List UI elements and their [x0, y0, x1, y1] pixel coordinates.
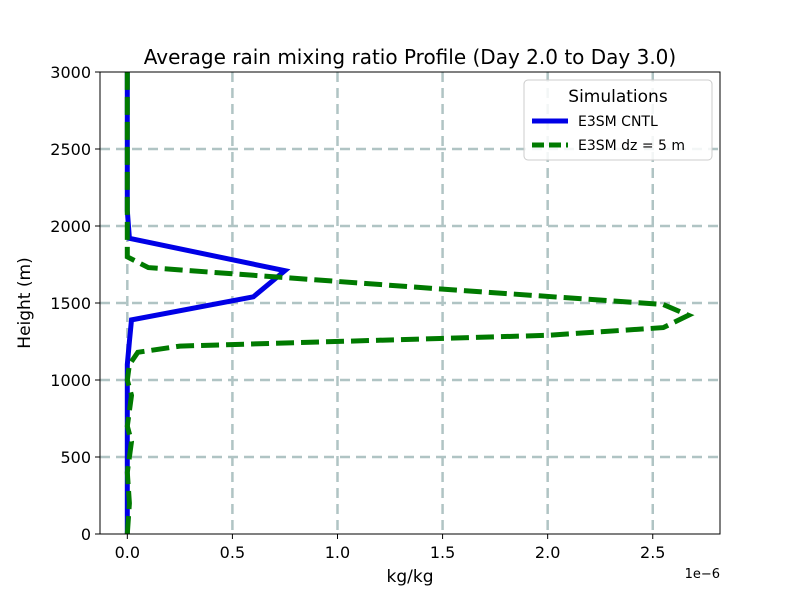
chart-title: Average rain mixing ratio Profile (Day 2… [144, 45, 676, 69]
x-tick-label: 0.0 [115, 543, 140, 562]
y-tick-label: 1500 [50, 294, 91, 313]
y-tick-label: 3000 [50, 63, 91, 82]
legend-box [523, 79, 713, 161]
legend-label-e3sm-dz5: E3SM dz = 5 m [578, 138, 685, 154]
x-tick-label: 1.5 [430, 543, 455, 562]
y-tick-label: 1000 [50, 371, 91, 390]
axis-ticks: 0.0 0.5 1.0 1.5 2.0 2.5 0 500 1000 1500 2000 2500 30… [50, 63, 665, 562]
series-line-e3sm-dz5 [124, 72, 695, 535]
series-lines [124, 72, 695, 535]
x-axis-offset-label: 1e−6 [685, 567, 720, 582]
y-tick-label: 2500 [50, 140, 91, 159]
y-axis-label: Height (m) [15, 257, 35, 348]
legend: Simulations E3SM CNTL E3SM dz = 5 m [523, 79, 713, 161]
x-tick-label: 2.0 [535, 543, 560, 562]
legend-title: Simulations [568, 87, 668, 107]
y-tick-label: 500 [60, 448, 91, 467]
x-tick-label: 0.5 [220, 543, 245, 562]
x-tick-label: 1.0 [325, 543, 350, 562]
y-tick-label: 2000 [50, 217, 91, 236]
y-tick-label: 0 [81, 525, 91, 544]
legend-label-e3sm-cntl: E3SM CNTL [578, 114, 658, 130]
x-tick-label: 2.5 [640, 543, 665, 562]
x-axis-label: kg/kg [387, 567, 434, 587]
